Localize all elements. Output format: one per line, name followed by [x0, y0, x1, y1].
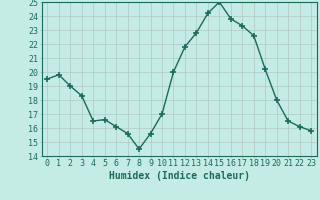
X-axis label: Humidex (Indice chaleur): Humidex (Indice chaleur) [109, 171, 250, 181]
